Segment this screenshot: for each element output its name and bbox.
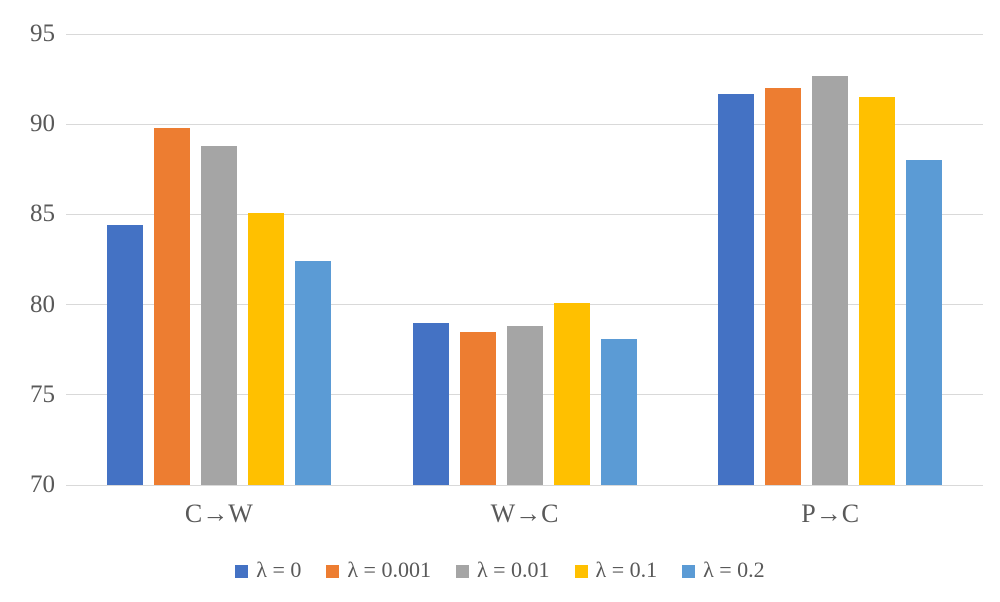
legend-label: λ = 0.1 xyxy=(595,557,658,582)
x-category-label: C→W xyxy=(184,499,253,528)
legend-item: λ = 0.01 xyxy=(455,557,550,583)
y-tick-label: 80 xyxy=(30,290,55,318)
x-category-label: P→C xyxy=(801,499,860,528)
bar-series-4-cat-1 xyxy=(600,338,637,485)
x-axis: C→W W→C P→C xyxy=(66,499,983,529)
bar-series-2-cat-2 xyxy=(812,75,849,485)
legend-item: λ = 0.1 xyxy=(574,557,658,583)
y-tick-label: 85 xyxy=(30,200,55,228)
legend-label: λ = 0.001 xyxy=(347,557,431,582)
bar-group xyxy=(677,34,983,485)
bar-series-3-cat-2 xyxy=(859,97,896,485)
bar-series-1-cat-1 xyxy=(459,331,496,485)
bar-groups xyxy=(66,34,983,485)
bar-series-1-cat-2 xyxy=(765,88,802,485)
bar-group xyxy=(372,34,678,485)
legend: λ = 0 λ = 0.001 λ = 0.01 λ = 0.1 λ = 0.2 xyxy=(0,557,1000,583)
legend-swatch-icon xyxy=(326,564,340,578)
y-tick-label: 90 xyxy=(30,110,55,138)
legend-label: λ = 0.01 xyxy=(476,557,550,582)
legend-item: λ = 0.2 xyxy=(682,557,765,583)
bar-series-0-cat-2 xyxy=(718,93,755,485)
bar-series-4-cat-2 xyxy=(906,160,943,485)
y-tick-label: 95 xyxy=(30,20,55,47)
legend-label: λ = 0 xyxy=(256,557,302,582)
legend-item: λ = 0 xyxy=(235,557,301,583)
bar-series-2-cat-0 xyxy=(200,145,237,485)
bar-series-3-cat-1 xyxy=(553,302,590,485)
legend-swatch-icon xyxy=(455,564,469,578)
gridline xyxy=(66,33,983,35)
legend-swatch-icon xyxy=(574,564,588,578)
legend-label: λ = 0.2 xyxy=(703,557,765,582)
gridline xyxy=(66,304,983,306)
plot-area xyxy=(66,33,983,486)
legend-swatch-icon xyxy=(682,564,696,578)
legend-item: λ = 0.001 xyxy=(326,557,431,583)
legend-swatch-icon xyxy=(235,564,249,578)
y-tick-label: 75 xyxy=(30,380,55,408)
bar-series-4-cat-0 xyxy=(294,261,331,485)
bar-series-0-cat-1 xyxy=(412,322,449,485)
bar-series-3-cat-0 xyxy=(247,212,284,485)
bar-series-0-cat-0 xyxy=(106,225,143,485)
bar-group xyxy=(66,34,372,485)
gridline xyxy=(66,123,983,125)
gridline xyxy=(66,484,983,486)
gridline xyxy=(66,213,983,215)
bar-series-2-cat-1 xyxy=(506,326,543,485)
x-category-label: W→C xyxy=(490,499,559,528)
y-tick-label: 70 xyxy=(30,471,55,498)
bar-series-1-cat-0 xyxy=(153,127,190,485)
